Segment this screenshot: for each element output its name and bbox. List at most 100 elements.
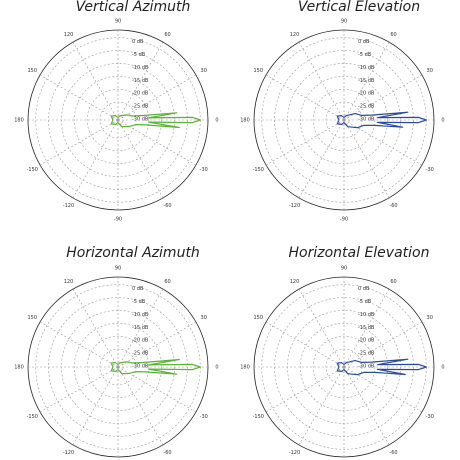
grid-spoke [72, 119, 119, 199]
grid-spoke [72, 366, 119, 446]
theta-tick-label: 60 [390, 32, 396, 38]
r-tick-label: -30 dB [358, 363, 375, 369]
theta-tick-label: -30 [426, 414, 434, 420]
theta-tick-label: -60 [389, 450, 397, 456]
grid-spoke [117, 321, 197, 368]
grid-spoke [298, 41, 345, 121]
grid-spoke [117, 119, 164, 199]
grid-spoke [72, 41, 119, 121]
theta-tick-label: 150 [27, 315, 37, 321]
grid-spoke [343, 74, 423, 121]
theta-tick-label: 30 [427, 315, 433, 321]
grid-spoke [117, 366, 197, 413]
grid-spoke [343, 366, 423, 413]
r-tick-label: -30 dB [132, 363, 149, 369]
grid-spoke [343, 119, 423, 166]
pattern-line [110, 112, 201, 129]
grid-ring [312, 88, 376, 152]
r-tick-label: 0 dB [132, 39, 144, 45]
theta-tick-label: -120 [289, 203, 300, 209]
r-tick-label: -10 dB [132, 312, 149, 318]
r-tick-label: -20 dB [358, 338, 375, 344]
grid-spoke [265, 321, 345, 368]
grid-ring [312, 335, 376, 399]
theta-tick-label: 180 [14, 118, 24, 124]
theta-tick-label: 0 [215, 118, 218, 124]
r-tick-label: -20 dB [358, 91, 375, 97]
grid-spoke [117, 288, 164, 368]
theta-tick-label: -150 [253, 414, 264, 420]
chart-title: Horizontal Azimuth [66, 245, 200, 261]
r-tick-label: -30 dB [132, 116, 149, 122]
grid-spoke [39, 74, 119, 121]
theta-tick-label: -60 [389, 203, 397, 209]
theta-tick-label: 180 [14, 365, 24, 371]
theta-tick-label: 60 [164, 279, 170, 285]
theta-tick-label: -90 [114, 217, 122, 223]
chart-title: Vertical Azimuth [76, 0, 191, 15]
theta-tick-label: 180 [240, 365, 250, 371]
grid-spoke [39, 119, 119, 166]
theta-tick-label: 120 [290, 279, 300, 285]
r-tick-label: 0 dB [358, 39, 370, 45]
r-tick-label: -5 dB [132, 52, 146, 58]
theta-tick-label: 90 [341, 19, 347, 25]
theta-tick-label: 30 [201, 315, 207, 321]
r-tick-label: 0 dB [132, 286, 144, 292]
grid-ring [299, 75, 389, 165]
grid-spoke [298, 288, 345, 368]
pattern-line [110, 358, 201, 375]
grid-spoke [343, 288, 390, 368]
theta-tick-label: -90 [340, 217, 348, 223]
r-tick-label: -5 dB [358, 52, 372, 58]
theta-tick-label: -30 [200, 167, 208, 173]
r-tick-label: -25 dB [358, 104, 375, 110]
grid-spoke [343, 321, 423, 368]
theta-tick-label: 30 [427, 68, 433, 74]
grid-spoke [39, 366, 119, 413]
theta-tick-label: 90 [115, 19, 121, 25]
r-tick-label: -30 dB [358, 116, 375, 122]
grid-spoke [298, 366, 345, 446]
theta-tick-label: -120 [63, 203, 74, 209]
r-tick-label: -10 dB [132, 65, 149, 71]
grid-spoke [298, 119, 345, 199]
grid-spoke [117, 119, 197, 166]
theta-tick-label: -150 [27, 167, 38, 173]
r-tick-label: -5 dB [132, 299, 146, 305]
r-tick-label: -10 dB [358, 65, 375, 71]
theta-tick-label: -120 [63, 450, 74, 456]
theta-tick-label: 0 [215, 365, 218, 371]
theta-tick-label: 150 [253, 68, 263, 74]
r-tick-label: -25 dB [132, 351, 149, 357]
theta-tick-label: -60 [163, 203, 171, 209]
theta-tick-label: -120 [289, 450, 300, 456]
r-tick-label: -25 dB [132, 104, 149, 110]
grid-spoke [265, 119, 345, 166]
theta-tick-label: 120 [64, 279, 74, 285]
theta-tick-label: -150 [253, 167, 264, 173]
grid-ring [73, 322, 163, 412]
grid-spoke [72, 288, 119, 368]
grid-spoke [343, 366, 390, 446]
theta-tick-label: 150 [253, 315, 263, 321]
r-tick-label: -20 dB [132, 338, 149, 344]
theta-tick-label: 60 [164, 32, 170, 38]
r-tick-label: -25 dB [358, 351, 375, 357]
theta-tick-label: 120 [290, 32, 300, 38]
theta-tick-label: 0 [441, 118, 444, 124]
grid-spoke [117, 41, 164, 121]
theta-tick-label: 30 [201, 68, 207, 74]
chart-title: Horizontal Elevation [289, 245, 430, 261]
theta-tick-label: -150 [27, 414, 38, 420]
grid-ring [86, 335, 150, 399]
r-tick-label: -20 dB [132, 91, 149, 97]
grid-spoke [117, 366, 164, 446]
pattern-line [336, 111, 427, 129]
grid-spoke [343, 119, 390, 199]
r-tick-label: -10 dB [358, 312, 375, 318]
theta-tick-label: 0 [441, 365, 444, 371]
grid-spoke [39, 321, 119, 368]
theta-tick-label: 150 [27, 68, 37, 74]
